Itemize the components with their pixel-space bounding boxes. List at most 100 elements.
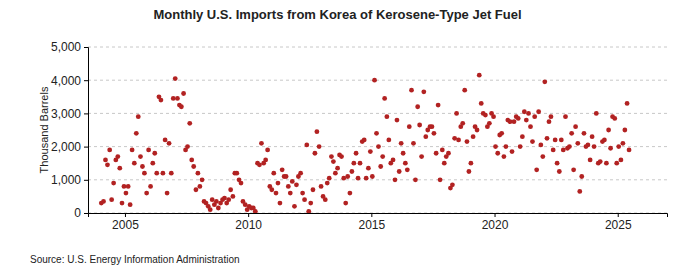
point xyxy=(487,121,492,126)
point xyxy=(421,89,426,94)
y-axis: 01,0002,0003,0004,0005,000 xyxy=(51,40,89,220)
point xyxy=(393,177,398,182)
point xyxy=(274,191,279,196)
point xyxy=(403,161,408,166)
point xyxy=(569,131,574,136)
y-tick-mark xyxy=(84,147,88,148)
point xyxy=(124,191,129,196)
point xyxy=(462,88,467,93)
point xyxy=(278,201,283,206)
point xyxy=(524,118,529,123)
y-tick: 1,000 xyxy=(51,173,88,187)
point xyxy=(503,144,508,149)
point xyxy=(167,141,172,146)
point xyxy=(465,139,470,144)
point xyxy=(288,191,293,196)
point xyxy=(308,201,313,206)
point xyxy=(222,196,227,201)
point xyxy=(395,118,400,123)
y-tick: 0 xyxy=(74,206,88,220)
point xyxy=(419,154,424,159)
point xyxy=(440,148,445,153)
point xyxy=(477,73,482,78)
point xyxy=(391,157,396,162)
point xyxy=(216,206,221,211)
point xyxy=(253,209,258,213)
point xyxy=(555,161,560,166)
point xyxy=(140,164,145,169)
point xyxy=(362,138,367,143)
point xyxy=(200,177,205,182)
point xyxy=(109,197,114,202)
point xyxy=(329,154,334,159)
point xyxy=(226,197,231,202)
point xyxy=(239,181,244,186)
point xyxy=(103,157,108,162)
point xyxy=(592,144,597,149)
point xyxy=(510,149,515,154)
point xyxy=(438,177,443,182)
point xyxy=(479,101,484,106)
point xyxy=(456,138,461,143)
point xyxy=(575,141,580,146)
y-axis-title: Thousand Barrels xyxy=(38,86,50,173)
point xyxy=(522,109,527,114)
point xyxy=(399,141,404,146)
point xyxy=(495,151,500,156)
point xyxy=(620,141,625,146)
point xyxy=(530,139,535,144)
point xyxy=(358,161,363,166)
point xyxy=(194,187,199,192)
point xyxy=(230,194,235,199)
point xyxy=(397,169,402,174)
x-axis-line xyxy=(89,214,668,218)
point xyxy=(405,167,410,172)
point xyxy=(130,148,135,153)
point xyxy=(559,138,564,143)
point xyxy=(561,148,566,153)
point xyxy=(284,174,289,179)
point xyxy=(191,164,196,169)
title: Monthly U.S. Imports from Korea of Keros… xyxy=(153,7,521,22)
point xyxy=(467,169,472,174)
point xyxy=(179,104,184,109)
y-tick-label: 1,000 xyxy=(51,173,81,187)
point xyxy=(436,103,441,108)
point xyxy=(627,148,632,153)
point xyxy=(563,114,568,119)
point xyxy=(105,162,110,167)
point xyxy=(181,91,186,96)
x-tick-mark xyxy=(371,213,372,217)
point xyxy=(423,134,428,139)
x-tick-label: 2020 xyxy=(482,218,509,232)
point xyxy=(409,88,414,93)
point xyxy=(348,191,353,196)
point xyxy=(586,143,591,148)
x-tick-mark xyxy=(495,213,496,217)
point xyxy=(313,151,318,156)
point xyxy=(171,96,176,101)
point xyxy=(588,157,593,162)
point xyxy=(187,121,192,126)
point xyxy=(366,166,371,171)
point xyxy=(604,161,609,166)
x-tick: 2010 xyxy=(235,213,262,232)
point xyxy=(257,162,262,167)
point xyxy=(364,176,369,181)
source-note: Source: U.S. Energy Information Administ… xyxy=(30,254,240,265)
point xyxy=(175,96,180,101)
point xyxy=(380,154,385,159)
point xyxy=(532,114,537,119)
point xyxy=(189,157,194,162)
y-tick: 2,000 xyxy=(51,140,88,154)
point xyxy=(413,177,418,182)
point xyxy=(286,184,291,189)
point xyxy=(134,131,139,136)
point xyxy=(356,176,361,181)
point xyxy=(415,104,420,109)
point xyxy=(540,154,545,159)
point xyxy=(520,134,525,139)
point xyxy=(622,128,627,133)
point xyxy=(146,148,151,153)
grid-line xyxy=(88,47,667,48)
